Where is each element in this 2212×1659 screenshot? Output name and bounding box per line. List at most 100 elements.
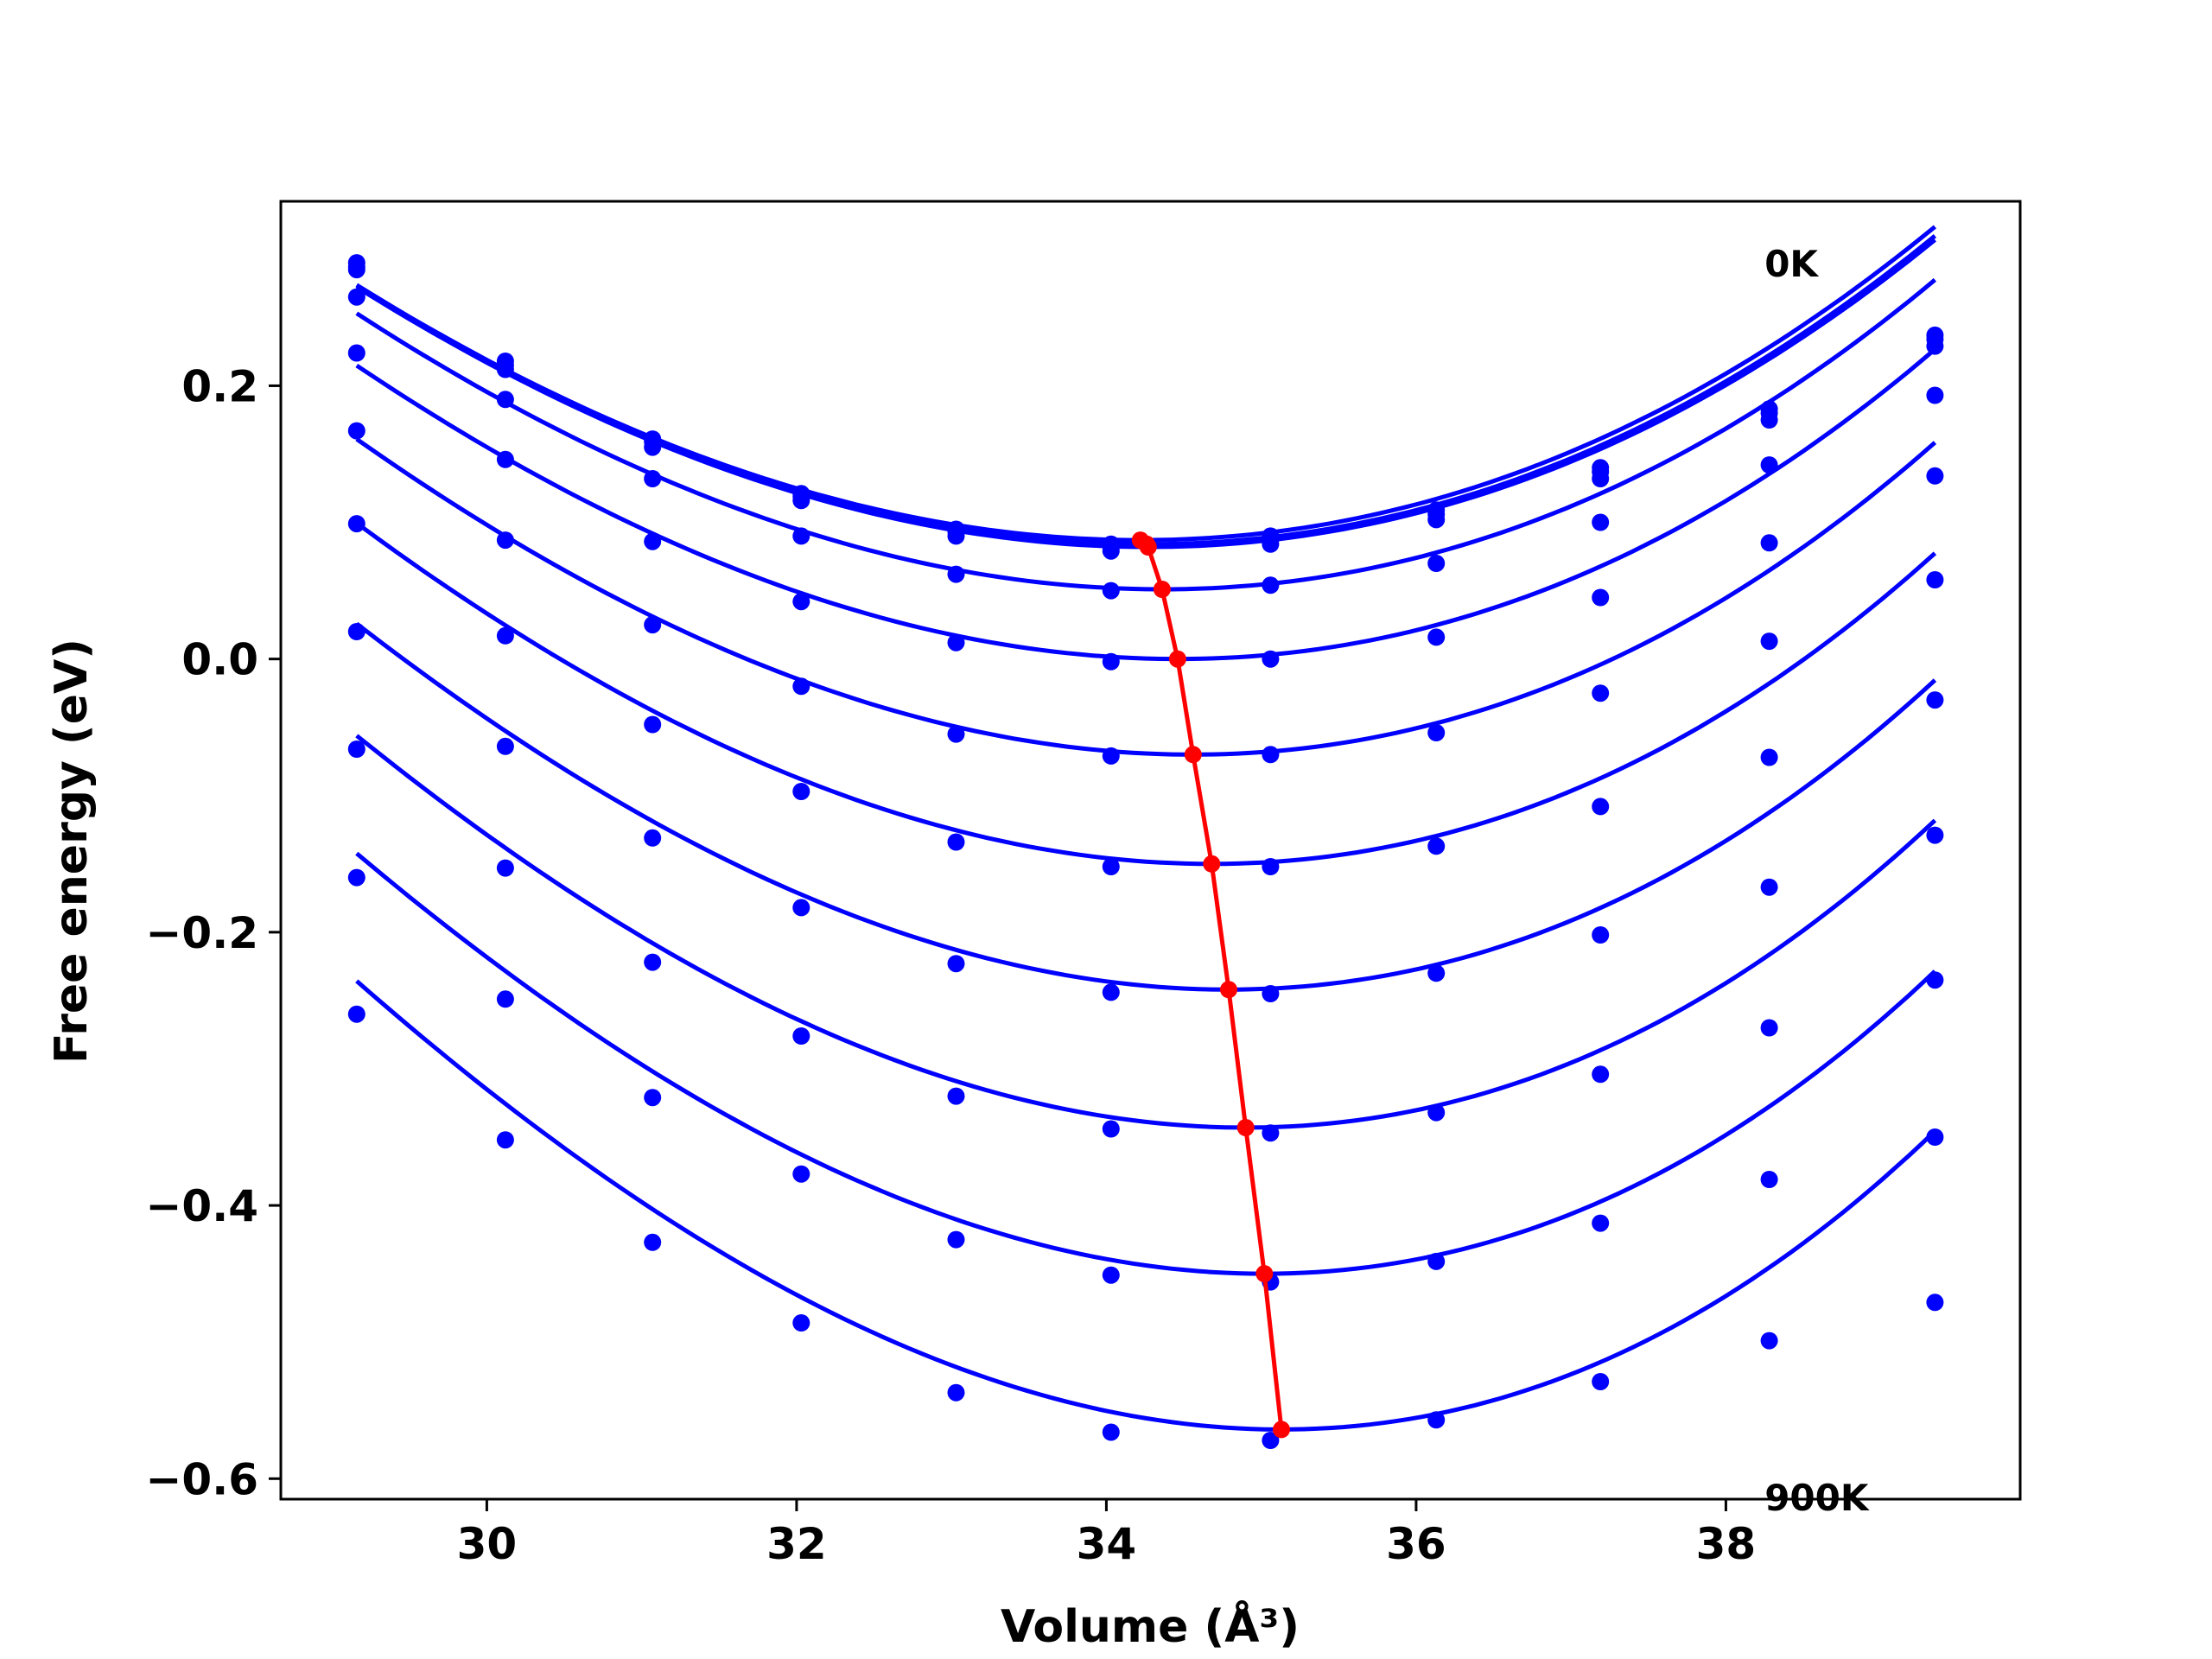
data-point-s3-6 [1102, 542, 1120, 560]
data-point-s4-6 [1102, 582, 1120, 600]
fit-curve-8 [355, 621, 1937, 992]
data-point-s6-11 [1926, 571, 1944, 588]
data-point-s3-8 [1427, 511, 1446, 529]
plot-area [347, 225, 1944, 1449]
data-point-s10-11 [1926, 1128, 1944, 1146]
data-point-s7-3 [644, 715, 662, 734]
data-point-s7-5 [947, 833, 965, 851]
data-point-s7-7 [1262, 858, 1280, 875]
data-point-s6-8 [1427, 724, 1446, 741]
annotation-label: 900K [1764, 1477, 1870, 1519]
data-point-s10-1 [347, 868, 365, 887]
data-point-s6-7 [1262, 746, 1280, 764]
data-point-s7-1 [347, 515, 365, 533]
data-point-s6-9 [1592, 684, 1610, 702]
x-tick-label: 36 [1386, 1519, 1446, 1569]
data-point-s8-2 [496, 737, 514, 755]
data-point-s9-9 [1592, 1065, 1610, 1084]
data-point-s3-7 [1262, 535, 1280, 553]
data-point-s4-2 [496, 391, 514, 409]
data-point-s8-5 [947, 955, 965, 973]
fit-curve-6 [355, 437, 1937, 757]
data-point-s3-2 [496, 360, 514, 378]
data-point-s11-1 [347, 1005, 365, 1023]
data-point-s8-11 [1926, 826, 1944, 844]
data-point-s11-6 [1102, 1423, 1120, 1441]
fit-curve-4 [355, 277, 1936, 592]
data-point-s7-9 [1592, 798, 1610, 816]
minimum-point-4 [1153, 581, 1171, 598]
data-point-s6-4 [792, 677, 810, 696]
data-point-s11-8 [1427, 1411, 1446, 1429]
data-point-s8-4 [792, 899, 810, 917]
data-point-s5-6 [1102, 652, 1120, 671]
data-point-s9-11 [1926, 971, 1944, 989]
fit-curve-7 [355, 521, 1937, 867]
data-point-s9-3 [644, 953, 662, 971]
data-point-s5-8 [1427, 628, 1446, 646]
data-point-s10-9 [1592, 1214, 1610, 1232]
data-point-s5-7 [1262, 650, 1280, 668]
data-point-s4-5 [947, 565, 965, 583]
data-point-s8-6 [1102, 983, 1120, 1001]
data-point-s5-10 [1760, 534, 1778, 552]
data-point-s10-5 [947, 1230, 965, 1249]
data-point-s10-10 [1760, 1171, 1778, 1188]
fit-curve-3 [355, 238, 1936, 550]
data-point-s4-10 [1760, 456, 1778, 474]
minimum-line [1139, 538, 1284, 1430]
data-point-s11-5 [947, 1383, 965, 1402]
minimum-point-9 [1236, 1119, 1255, 1136]
data-point-s3-9 [1592, 470, 1610, 487]
fit-curve-11 [355, 979, 1937, 1432]
data-point-s6-10 [1760, 632, 1778, 651]
data-point-s5-2 [496, 450, 514, 468]
data-point-s10-3 [644, 1089, 662, 1107]
data-point-s7-8 [1427, 837, 1446, 855]
data-point-s8-1 [347, 623, 365, 640]
fit-curve-1 [355, 225, 1936, 543]
x-tick-label: 30 [457, 1519, 518, 1569]
data-point-s5-9 [1592, 588, 1610, 607]
data-point-s11-11 [1926, 1294, 1944, 1312]
x-tick-label: 32 [766, 1519, 827, 1569]
data-point-s4-11 [1926, 386, 1944, 404]
data-point-s9-2 [496, 859, 514, 877]
data-point-s8-7 [1262, 985, 1280, 1002]
data-point-s3-4 [792, 492, 810, 510]
y-tick-label: −0.2 [146, 908, 258, 958]
data-point-s6-2 [496, 531, 514, 550]
data-point-s11-10 [1760, 1332, 1778, 1350]
minimum-point-11 [1273, 1421, 1290, 1439]
data-point-s3-10 [1760, 411, 1778, 429]
data-point-s9-4 [792, 1027, 810, 1045]
data-point-s6-5 [947, 725, 965, 743]
minimum-point-8 [1220, 981, 1237, 999]
data-point-s5-3 [644, 532, 662, 550]
x-tick-label: 34 [1077, 1519, 1137, 1569]
axes-frame [279, 200, 2022, 1501]
data-point-s5-11 [1926, 467, 1944, 485]
data-point-s9-6 [1102, 1120, 1120, 1138]
y-tick-label: −0.4 [146, 1181, 258, 1231]
data-point-s8-9 [1592, 926, 1610, 944]
minimum-point-3 [1139, 538, 1157, 556]
data-point-s7-10 [1760, 748, 1778, 766]
data-point-s5-4 [792, 593, 810, 611]
data-point-s6-3 [644, 616, 662, 634]
annotations: 0K 900K [1764, 243, 1870, 1519]
data-point-s7-11 [1926, 691, 1944, 709]
fit-curve-5 [355, 347, 1937, 662]
annotation-label: 0K [1764, 243, 1819, 285]
data-point-s6-1 [347, 422, 365, 440]
data-point-s10-4 [792, 1165, 810, 1183]
data-point-s11-7 [1262, 1432, 1280, 1449]
data-point-s3-11 [1926, 337, 1944, 355]
data-point-s4-8 [1427, 555, 1446, 572]
data-point-s7-4 [792, 783, 810, 800]
data-point-s4-1 [347, 288, 365, 306]
data-point-s5-1 [347, 344, 365, 362]
y-axis: −0.6 −0.4 −0.2 0.0 0.2 [146, 361, 281, 1504]
data-point-s3-3 [644, 438, 662, 456]
fit-curve-9 [355, 734, 1937, 1130]
